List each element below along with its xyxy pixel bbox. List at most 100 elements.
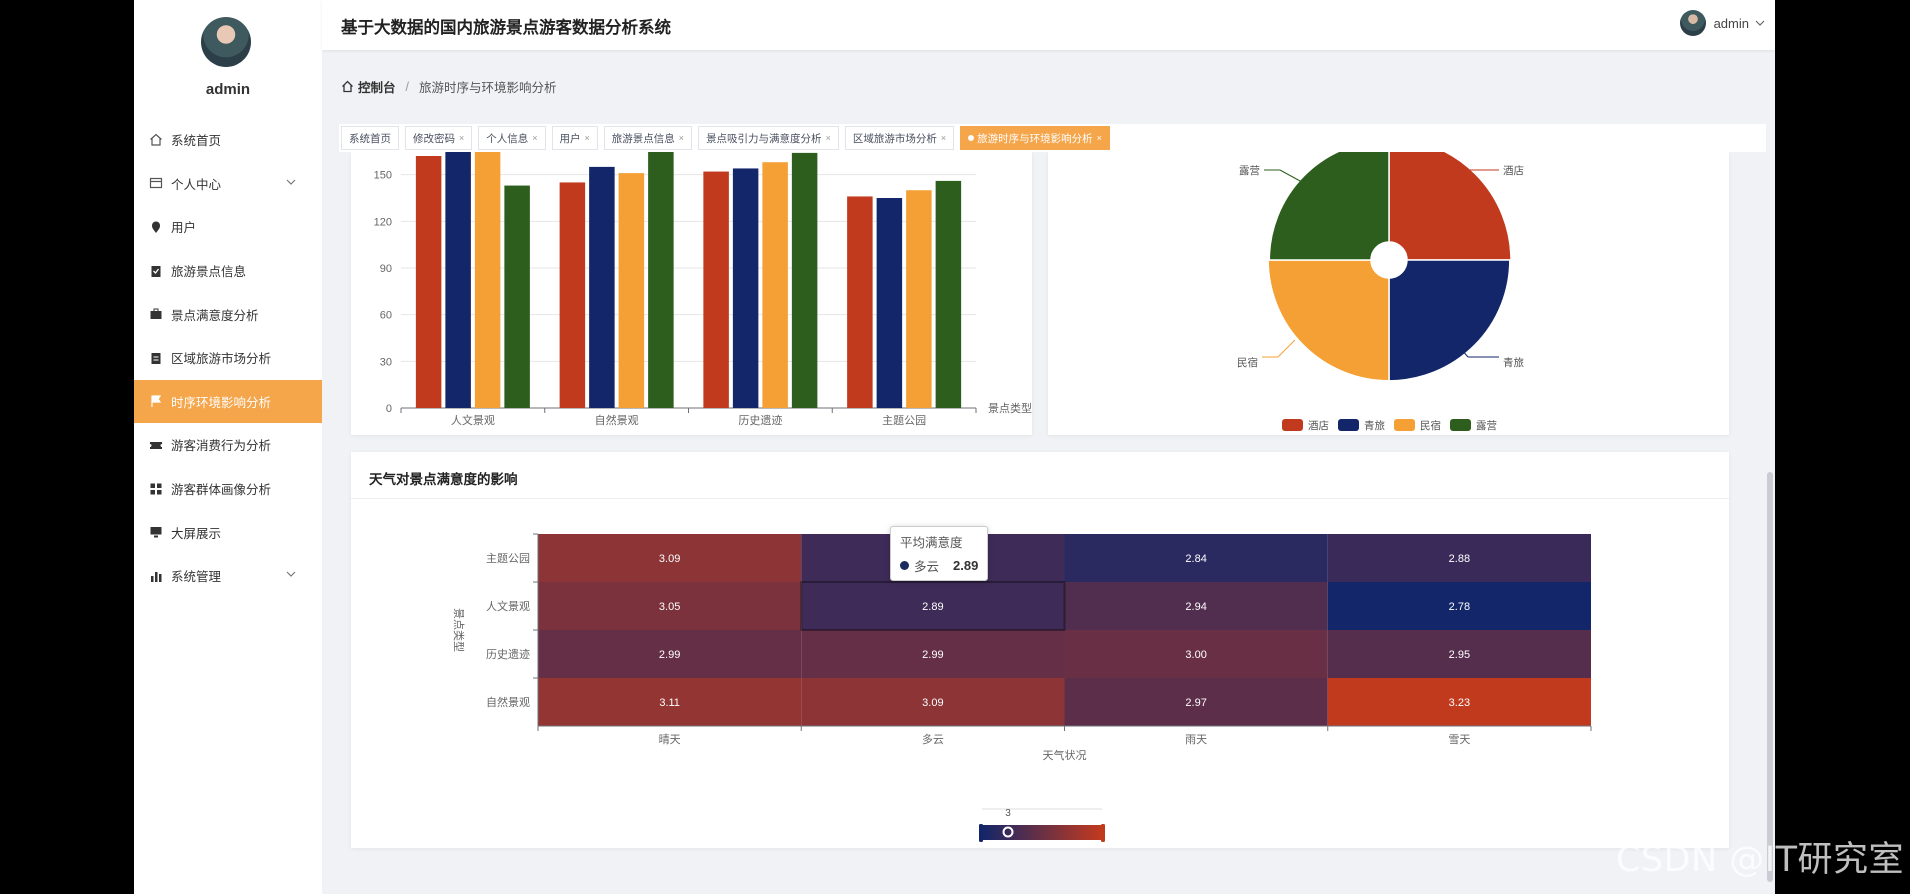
user-avatar[interactable] <box>201 17 251 67</box>
bar-1-2 <box>618 173 645 408</box>
bar-1-0 <box>559 182 586 408</box>
tag-5[interactable]: 景点吸引力与满意度分析 × <box>698 126 839 150</box>
breadcrumb-separator: / <box>405 79 409 94</box>
tooltip-value: 2.89 <box>953 558 979 573</box>
header-username: admin <box>1713 15 1749 31</box>
close-icon[interactable]: × <box>459 133 465 143</box>
y-tick-label: 60 <box>380 310 392 322</box>
tag-6[interactable]: 区域旅游市场分析 × <box>844 126 955 150</box>
tooltip-series-name: 多云 <box>914 560 940 574</box>
close-icon[interactable]: × <box>532 133 538 143</box>
bar-3-3 <box>935 180 962 408</box>
sidebar-item-0[interactable]: 系统首页 <box>134 118 322 162</box>
sidebar-item-label: 用户 <box>171 221 197 236</box>
rose-slice-3 <box>1268 152 1390 261</box>
heat-cell-value: 2.95 <box>1449 649 1470 661</box>
visual-map-handle-right <box>1101 824 1105 842</box>
close-icon[interactable]: × <box>678 133 685 143</box>
bar-1-3 <box>648 152 674 408</box>
slice-label: 民宿 <box>1237 356 1258 369</box>
tag-2[interactable]: 个人信息 × <box>478 126 546 150</box>
bar-3-0 <box>847 196 873 408</box>
heatmap-title: 天气对景点满意度的影响 <box>369 472 518 487</box>
breadcrumb: 控制台 / 旅游时序与环境影响分析 <box>341 77 557 96</box>
bar-2-0 <box>703 171 729 408</box>
y-tick-label: 90 <box>380 263 392 275</box>
sidebar: admin 系统首页个人中心用户旅游景点信息 景点满意度分析区域旅游市场分析时序环… <box>134 0 322 894</box>
heat-cell-3-3 <box>1327 678 1591 726</box>
heat-cell-value: 2.84 <box>1185 553 1206 565</box>
sidebar-item-6[interactable]: 时序环境影响分析 <box>134 379 322 424</box>
heat-cell-3-0 <box>538 678 802 726</box>
slice-label-line <box>1452 339 1469 358</box>
bar-0-2 <box>474 152 501 409</box>
y-tick-label: 150 <box>374 170 392 182</box>
y-tick-label: 0 <box>386 403 392 415</box>
x-tick-label: 晴天 <box>659 733 681 746</box>
x-tick-label: 多云 <box>922 732 944 746</box>
heat-cell-2-3 <box>1327 630 1591 678</box>
sidebar-item-3[interactable]: 旅游景点信息 <box>134 249 322 293</box>
close-icon[interactable]: × <box>1096 133 1102 143</box>
sidebar-item-10[interactable]: 系统管理 <box>134 554 322 598</box>
visual-map-handle-left <box>979 824 983 842</box>
breadcrumb-home[interactable]: 控制台 <box>358 81 396 95</box>
y-tick-label: 30 <box>380 356 392 368</box>
tooltip-marker <box>900 561 909 570</box>
user-menu[interactable]: admin <box>1679 10 1765 36</box>
bar-0-3 <box>504 185 530 408</box>
heat-cell-hover-outline <box>800 581 1066 631</box>
top-header: 基于大数据的国内旅游景点游客数据分析系统 admin <box>322 0 1775 50</box>
legend-label: 露营 <box>1476 419 1497 432</box>
heatmap-tooltip: 平均满意度 多云 2.89 <box>890 526 989 581</box>
heat-cell-1-2 <box>1064 582 1328 630</box>
sidebar-item-label: 个人中心 <box>171 177 222 192</box>
rose-slice-1 <box>1388 259 1511 382</box>
header-avatar <box>1679 10 1706 36</box>
close-icon[interactable]: × <box>825 133 831 143</box>
sidebar-item-2[interactable]: 用户 <box>134 205 322 249</box>
tag-7[interactable]: 旅游时序与环境影响分析 × <box>960 126 1110 150</box>
app-title: 基于大数据的国内旅游景点游客数据分析系统 <box>341 19 671 37</box>
y-tick-label: 120 <box>374 216 392 228</box>
sidebar-item-4[interactable]: 景点满意度分析 <box>134 292 322 336</box>
sidebar-item-label: 游客消费行为分析 <box>171 439 272 454</box>
x-tick-label: 自然景观 <box>595 413 639 427</box>
sidebar-username: admin <box>205 81 251 98</box>
sidebar-item-7[interactable]: 游客消费行为分析 <box>134 423 322 467</box>
content-scrollbar[interactable] <box>1765 152 1775 882</box>
heat-cell-3-2 <box>1064 678 1328 726</box>
tag-label: 修改密码 <box>413 132 455 145</box>
x-tick-label: 雨天 <box>1185 734 1207 746</box>
x-tick-label: 历史遗迹 <box>738 413 782 427</box>
slice-label-line <box>1277 339 1296 358</box>
slice-label-line <box>1279 169 1312 188</box>
tag-4[interactable]: 旅游景点信息 × <box>603 126 693 150</box>
heat-cell-value: 3.11 <box>659 697 680 709</box>
heatmap-chart: 3.09 2.89 2.84 2.88 3.05 2.89 2.94 2.78 2.99 2.99… <box>452 533 1592 842</box>
tag-label: 区域旅游市场分析 <box>852 132 937 145</box>
y-axis-label: 景点类型 <box>452 608 466 652</box>
sidebar-item-9[interactable]: 大屏展示 <box>134 510 322 554</box>
tag-0[interactable]: 系统首页 <box>341 126 399 150</box>
bar-2-3 <box>791 152 818 408</box>
sidebar-item-8[interactable]: 游客群体画像分析 <box>134 467 322 511</box>
sidebar-item-1[interactable]: 个人中心 <box>134 162 322 206</box>
heat-cell-value: 2.97 <box>1185 697 1206 709</box>
pie-chart-card: 酒店 青旅 民宿 露营 酒店 青旅 民宿 露营 <box>1048 152 1729 435</box>
tooltip-title: 平均满意度 <box>900 536 963 550</box>
close-icon[interactable]: × <box>940 133 947 143</box>
x-axis-label: 天气状况 <box>1043 748 1087 762</box>
heatmap-card-header: 天气对景点满意度的影响 <box>351 452 1729 499</box>
close-icon[interactable]: × <box>584 133 590 143</box>
legend-swatch-2 <box>1394 419 1415 431</box>
heat-cell-1-3 <box>1327 582 1591 630</box>
tag-3[interactable]: 用户 × <box>551 126 598 150</box>
sidebar-item-label: 区域旅游市场分析 <box>171 352 272 367</box>
sidebar-item-5[interactable]: 区域旅游市场分析 <box>134 336 322 380</box>
scrollbar-thumb[interactable] <box>1767 472 1773 882</box>
heat-cell-0-0 <box>538 534 802 582</box>
heat-cell-value: 2.99 <box>922 649 943 661</box>
tag-1[interactable]: 修改密码 × <box>405 126 473 150</box>
